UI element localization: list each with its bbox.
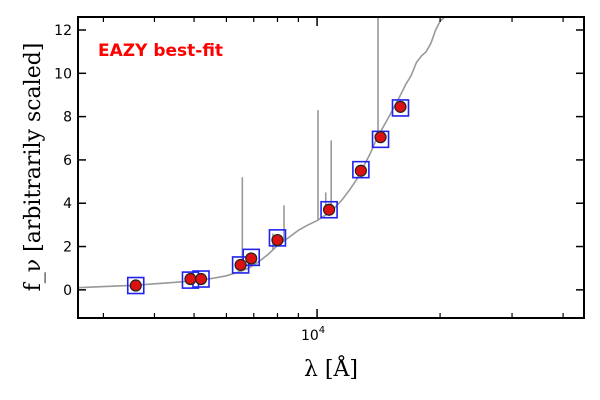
model-flux-box xyxy=(242,248,261,267)
y-axis-label: f_ν [arbitrarily scaled] xyxy=(21,43,46,292)
observed-flux-point xyxy=(322,203,336,216)
x-tick-exponent: 4 xyxy=(319,325,325,336)
model-flux-box xyxy=(352,160,370,179)
y-tick-label: 4 xyxy=(63,196,72,212)
template-spectrum-line xyxy=(78,17,446,289)
observed-flux-point xyxy=(394,100,407,113)
x-tick-label: 104 xyxy=(301,325,325,344)
y-tick-label: 10 xyxy=(54,66,72,82)
observed-flux-point xyxy=(354,164,367,177)
observed-flux-point xyxy=(245,252,258,265)
y-tick-label: 8 xyxy=(63,110,72,126)
model-flux-box xyxy=(126,276,145,295)
model-flux-box xyxy=(391,99,410,117)
y-tick-label: 2 xyxy=(63,240,72,256)
model-flux-box xyxy=(320,200,338,219)
y-tick-label: 12 xyxy=(54,23,72,39)
y-tick-label: 6 xyxy=(63,153,72,169)
observed-flux-point xyxy=(234,258,247,272)
x-axis-label: λ [Å] xyxy=(304,354,358,382)
plot-frame xyxy=(77,16,585,319)
observed-flux-point xyxy=(194,272,208,286)
observed-flux-point xyxy=(374,131,387,144)
annotation-label: EAZY best-fit xyxy=(98,41,223,61)
observed-flux-point xyxy=(184,272,197,286)
y-tick-label: 0 xyxy=(63,283,72,299)
observed-flux-point xyxy=(271,233,284,247)
observed-flux-point xyxy=(129,279,142,292)
